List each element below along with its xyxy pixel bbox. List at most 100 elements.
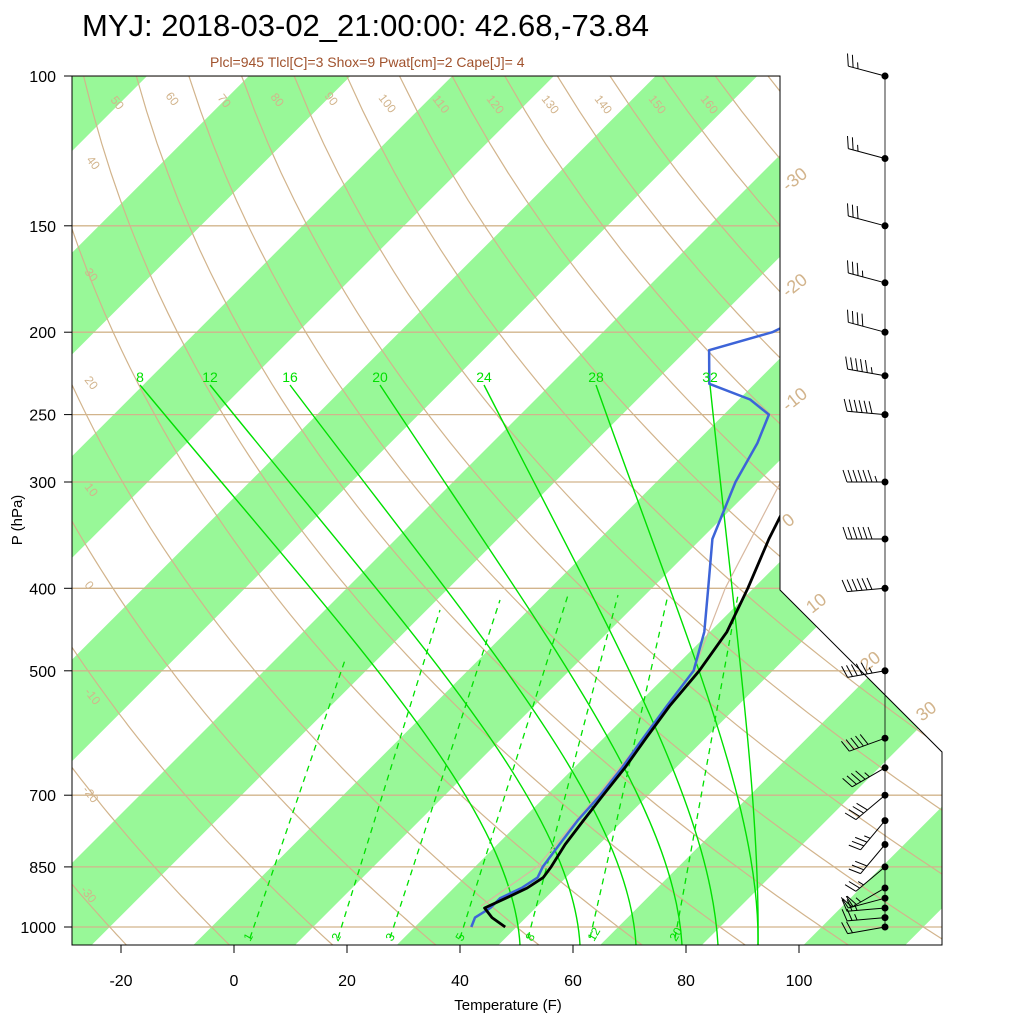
wind-barb-shaft bbox=[847, 410, 886, 416]
wind-barb-feather bbox=[851, 310, 854, 324]
wind-barb-feather bbox=[851, 840, 864, 847]
wind-barb-feather bbox=[844, 884, 857, 892]
wind-barb-feather bbox=[841, 666, 849, 678]
wind-barb-feather bbox=[846, 579, 853, 592]
mixing-ratio-label: 2 bbox=[328, 930, 344, 943]
wind-barb-feather bbox=[867, 469, 873, 483]
dry-adiabat-line bbox=[72, 76, 230, 945]
moist-adiabat-label: 20 bbox=[372, 369, 388, 385]
wind-barb-half-feather bbox=[874, 475, 878, 483]
wind-barb-feather bbox=[850, 357, 853, 371]
wind-barb-feather bbox=[845, 895, 854, 907]
wind-barb-half-feather bbox=[855, 897, 862, 903]
moist-adiabat-label: 12 bbox=[202, 369, 218, 385]
wind-barb-shaft bbox=[848, 215, 886, 227]
wind-barb-feather bbox=[847, 135, 849, 149]
wind-barb-feather bbox=[856, 802, 868, 811]
isotherm-band bbox=[72, 76, 758, 945]
y-tick-label: 250 bbox=[29, 408, 56, 425]
x-tick-label: 0 bbox=[230, 973, 239, 990]
wind-barb-feather bbox=[861, 578, 868, 591]
wind-barb-half-feather bbox=[864, 835, 871, 839]
wind-barb-feather bbox=[841, 740, 850, 752]
wind-barb-half-feather bbox=[868, 667, 873, 674]
x-tick-label: 100 bbox=[786, 973, 813, 990]
wind-barb-feather bbox=[846, 665, 853, 677]
dry-adiabat-label: -20 bbox=[80, 783, 102, 806]
y-tick-label: 150 bbox=[29, 219, 56, 236]
mixing-ratio-line bbox=[389, 599, 501, 939]
isotherm-label: -30 bbox=[778, 163, 811, 195]
wind-barb-feather bbox=[857, 526, 863, 540]
chart-title: MYJ: 2018-03-02_21:00:00: 42.68,-73.84 bbox=[82, 8, 650, 43]
dry-adiabat-line bbox=[398, 76, 942, 945]
dry-adiabat-line bbox=[293, 76, 942, 945]
dry-adiabat-line bbox=[872, 76, 942, 945]
wind-barb-feather bbox=[855, 358, 858, 371]
wind-barb-feather bbox=[855, 860, 868, 867]
isotherm-label: 30 bbox=[912, 697, 940, 725]
dry-adiabat-label: 100 bbox=[376, 91, 400, 116]
wind-barb-feather bbox=[850, 664, 858, 676]
wind-barb-feather bbox=[860, 662, 868, 675]
moist-adiabat-line bbox=[209, 384, 581, 945]
moist-adiabat-label: 16 bbox=[282, 369, 298, 385]
mixing-ratio-line bbox=[527, 594, 619, 939]
wind-barb-half-feather bbox=[857, 881, 864, 886]
isotherm-band bbox=[72, 76, 942, 945]
y-axis-label: P (hPa) bbox=[9, 495, 26, 546]
wind-barb-feather bbox=[851, 579, 858, 591]
moist-adiabat-line bbox=[709, 384, 759, 945]
wind-barb-feather bbox=[844, 812, 857, 821]
wind-barb-feather bbox=[847, 260, 849, 274]
wind-barb-feather bbox=[857, 469, 863, 483]
y-tick-label: 850 bbox=[29, 860, 56, 877]
wind-barb-feather bbox=[856, 262, 859, 276]
wind-barb-feather bbox=[864, 360, 868, 373]
dry-adiabat-line bbox=[820, 76, 942, 945]
wind-barb-shaft bbox=[848, 148, 886, 159]
wind-barb-feather bbox=[851, 137, 854, 150]
wind-barb-feather bbox=[841, 909, 848, 922]
wind-barb-feather bbox=[847, 53, 849, 67]
wind-barb-half-feather bbox=[870, 367, 873, 374]
y-tick-label: 1000 bbox=[20, 920, 56, 937]
wind-barb-feather bbox=[850, 737, 860, 749]
moist-adiabat-label: 28 bbox=[588, 369, 604, 385]
wind-barb-shaft bbox=[847, 368, 886, 377]
isotherm-label: -20 bbox=[778, 269, 811, 301]
wind-barb-feather bbox=[841, 899, 848, 912]
dry-adiabat-label: 130 bbox=[539, 92, 563, 117]
wind-barb-feather bbox=[851, 261, 854, 275]
dry-adiabat-line bbox=[72, 76, 540, 945]
wind-barb-feather bbox=[847, 526, 853, 540]
wind-barb-shaft bbox=[848, 897, 886, 909]
x-tick-label: 80 bbox=[677, 973, 695, 990]
wind-barb-shaft bbox=[849, 737, 886, 752]
dry-adiabat-line bbox=[188, 76, 942, 945]
wind-barb-feather bbox=[848, 399, 853, 412]
wind-barb-feather bbox=[846, 921, 853, 933]
wind-barb-feather bbox=[850, 773, 862, 783]
mixing-ratio-line bbox=[459, 594, 569, 939]
moist-adiabat-label: 24 bbox=[476, 369, 492, 385]
moist-adiabat-line bbox=[139, 384, 521, 945]
wind-barb-feather bbox=[852, 806, 864, 814]
moist-adiabat-label: 32 bbox=[702, 369, 718, 385]
wind-barb-feather bbox=[855, 770, 866, 780]
moist-adiabat-line bbox=[595, 384, 759, 945]
wind-barb-feather bbox=[852, 469, 858, 483]
wind-barb-half-feather bbox=[854, 914, 858, 921]
wind-barb-feather bbox=[851, 204, 854, 218]
dry-adiabat-label: 40 bbox=[84, 153, 103, 172]
wind-barb-feather bbox=[841, 579, 848, 592]
wind-barb-feather bbox=[856, 578, 863, 591]
y-tick-label: 500 bbox=[29, 664, 56, 681]
wind-barb-shaft bbox=[855, 866, 886, 892]
moist-adiabat-line bbox=[289, 384, 637, 945]
wind-barb-feather bbox=[852, 526, 858, 540]
mixing-ratio-line bbox=[249, 659, 346, 939]
wind-barb-feather bbox=[855, 663, 863, 676]
mixing-ratio-line bbox=[589, 594, 669, 939]
